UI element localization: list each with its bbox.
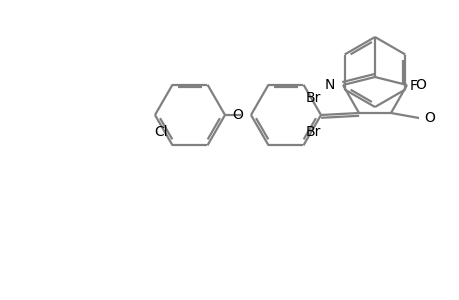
Text: Br: Br [305,125,320,139]
Text: Cl: Cl [154,125,167,139]
Text: O: O [232,108,242,122]
Text: F: F [409,79,416,92]
Text: O: O [423,111,434,125]
Text: O: O [414,78,425,92]
Text: N: N [324,78,334,92]
Text: Br: Br [305,91,320,105]
